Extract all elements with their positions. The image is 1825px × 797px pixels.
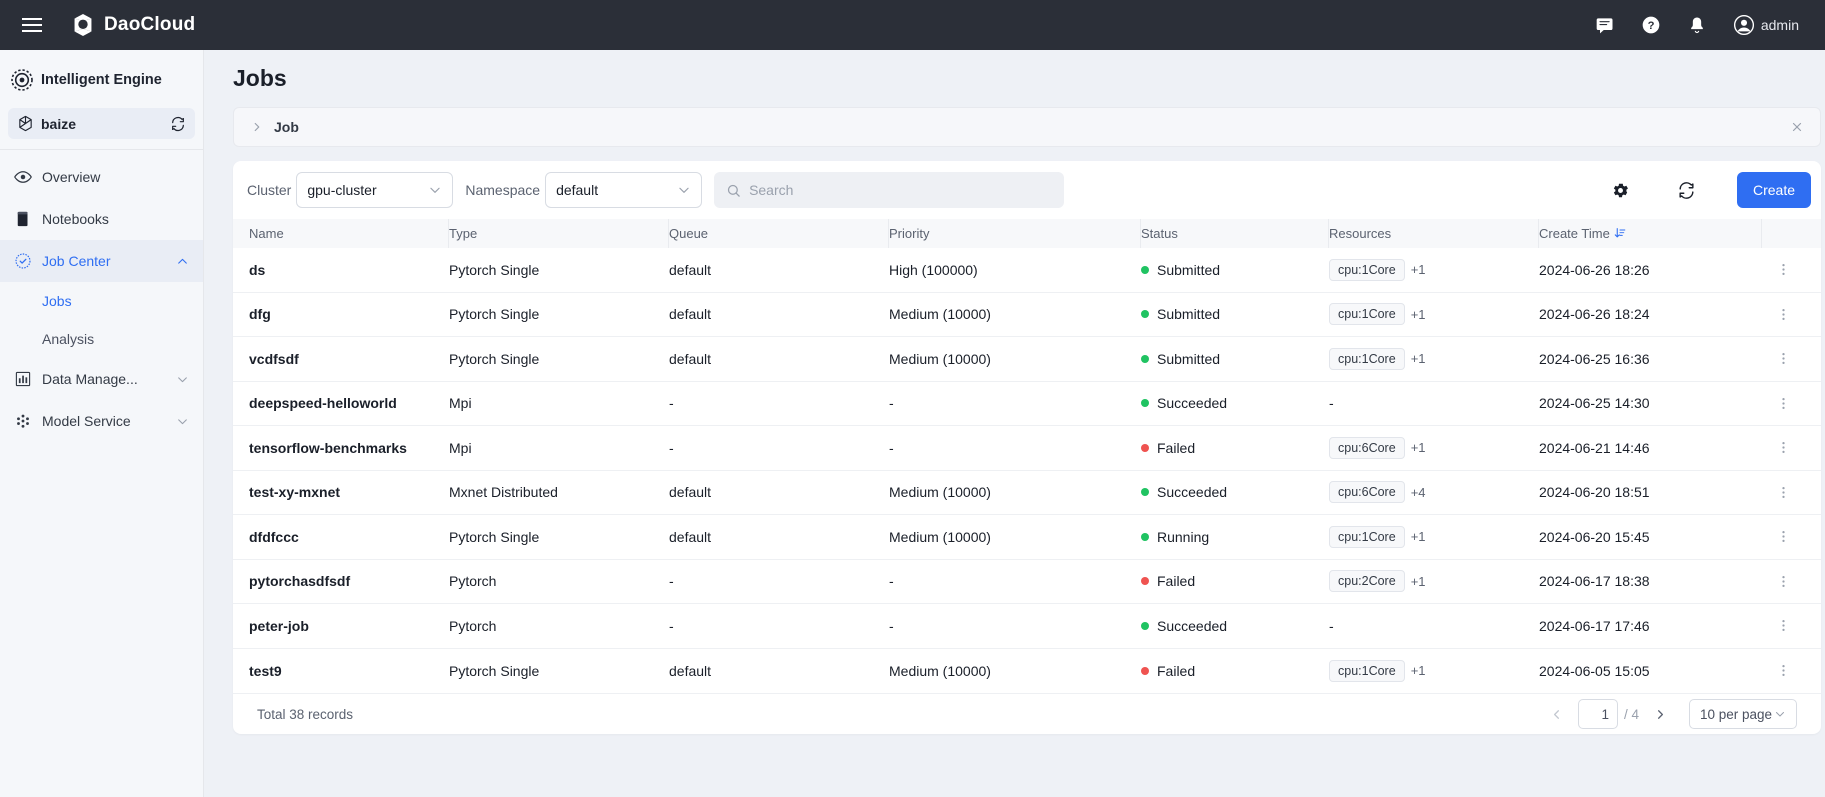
svg-text:?: ? xyxy=(1647,20,1654,32)
